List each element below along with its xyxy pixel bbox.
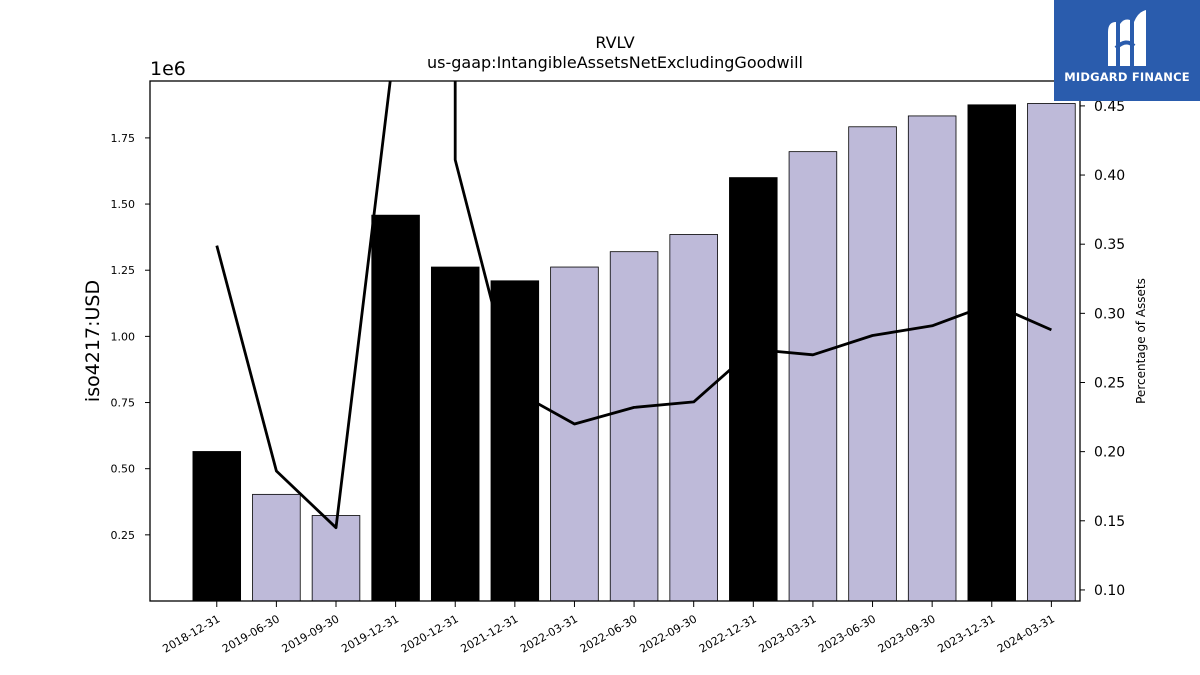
chart-subtitle: us-gaap:IntangibleAssetsNetExcludingGood… bbox=[427, 53, 803, 72]
logo-mark-icon bbox=[1108, 10, 1146, 66]
bar-2022-12-31 bbox=[729, 177, 778, 602]
bar-2023-03-31 bbox=[788, 151, 838, 602]
y2-tick-label: 0.30 bbox=[1094, 306, 1125, 322]
x-tick-label: 2023-09-30 bbox=[876, 612, 938, 655]
plot-frame bbox=[149, 80, 1081, 602]
y2-tick-label: 0.10 bbox=[1094, 583, 1125, 599]
x-tick-label: 2023-03-31 bbox=[757, 612, 819, 655]
y2-tick-label: 0.45 bbox=[1094, 99, 1125, 115]
x-tick-label: 2020-12-31 bbox=[399, 612, 461, 655]
bar-2023-12-31 bbox=[967, 104, 1017, 602]
logo: MIDGARD FINANCE bbox=[1054, 0, 1200, 101]
bar-2019-06-30 bbox=[252, 493, 301, 602]
x-tick-label: 2023-12-31 bbox=[935, 612, 997, 655]
line-layer bbox=[215, 81, 1052, 530]
bar-2022-06-30 bbox=[609, 251, 659, 602]
y-tick-label: 0.75 bbox=[111, 397, 136, 410]
x-tick-label: 2019-12-31 bbox=[339, 612, 401, 655]
chart-title: RVLV bbox=[595, 33, 634, 52]
logo-text: MIDGARD FINANCE bbox=[1064, 70, 1190, 84]
bar-2022-03-31 bbox=[550, 266, 599, 602]
bar-2024-03-31 bbox=[1027, 103, 1076, 602]
percentage-line bbox=[215, 81, 1052, 530]
x-tick-label: 2018-12-31 bbox=[160, 612, 222, 655]
y-tick-label: 1.25 bbox=[111, 264, 136, 277]
y2-tick-label: 0.40 bbox=[1094, 168, 1125, 184]
x-tick-label: 2019-09-30 bbox=[280, 612, 342, 655]
bar-2023-09-30 bbox=[907, 115, 957, 602]
bar-2020-12-31 bbox=[430, 266, 480, 602]
y-tick-label: 1.50 bbox=[111, 198, 136, 211]
x-tick-label: 2024-03-31 bbox=[995, 612, 1057, 655]
y-tick-label: 1.00 bbox=[111, 330, 136, 343]
x-tick-label: 2022-06-30 bbox=[578, 612, 640, 655]
y-axis-left: 0.25 0.50 0.75 1.00 1.25 1.50 1.75 bbox=[111, 132, 150, 542]
x-tick-label: 2022-03-31 bbox=[518, 612, 580, 655]
y2-tick-label: 0.15 bbox=[1094, 514, 1125, 530]
x-tick-label: 2022-12-31 bbox=[697, 612, 759, 655]
x-tick-label: 2019-06-30 bbox=[220, 612, 282, 655]
bar-2019-09-30 bbox=[311, 515, 361, 602]
x-tick-label: 2022-09-30 bbox=[637, 612, 699, 655]
bar-2022-09-30 bbox=[669, 234, 718, 602]
bar-2018-12-31 bbox=[192, 451, 242, 602]
x-axis: 2018-12-312019-06-302019-09-302019-12-31… bbox=[160, 601, 1057, 656]
bar-2019-12-31 bbox=[371, 214, 420, 602]
bars-layer bbox=[192, 103, 1076, 602]
y-offset-label: 1e6 bbox=[150, 58, 186, 80]
y-tick-label: 0.50 bbox=[111, 463, 136, 476]
y-axis-label: iso4217:USD bbox=[82, 280, 104, 402]
x-tick-label: 2021-12-31 bbox=[458, 612, 520, 655]
y-tick-label: 1.75 bbox=[111, 132, 136, 145]
x-tick-label: 2023-06-30 bbox=[816, 612, 878, 655]
y2-tick-label: 0.25 bbox=[1094, 375, 1125, 391]
y2-axis-label: Percentage of Assets bbox=[1134, 278, 1148, 404]
bar-2023-06-30 bbox=[848, 126, 897, 602]
y2-tick-label: 0.20 bbox=[1094, 445, 1125, 461]
y2-tick-label: 0.35 bbox=[1094, 237, 1125, 253]
y-axis-right: 0.10 0.15 0.20 0.25 0.30 0.35 0.40 0.45 bbox=[1080, 99, 1125, 599]
y-tick-label: 0.25 bbox=[111, 529, 136, 542]
